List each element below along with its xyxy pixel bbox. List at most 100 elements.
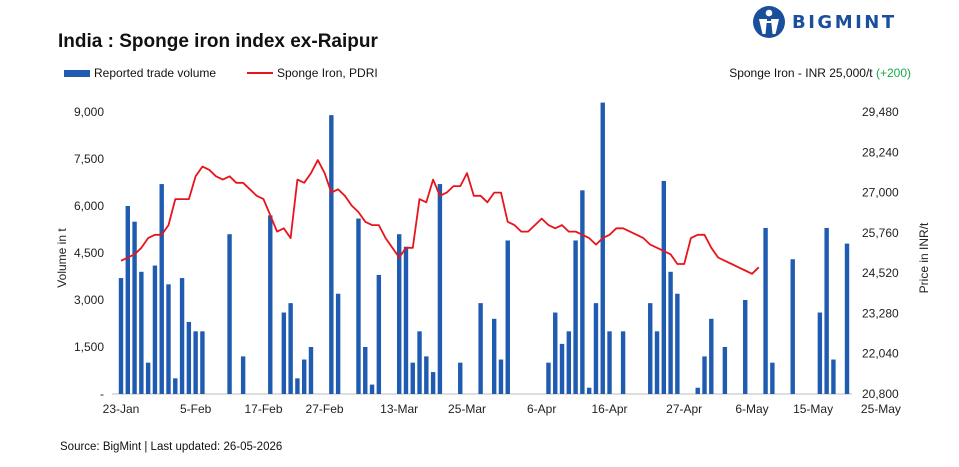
volume-bar [573,240,578,394]
volume-bar [179,278,185,394]
volume-bar [553,312,558,394]
x-tick-label: 6-May [735,402,768,416]
source-note: Source: BigMint | Last updated: 26-05-20… [60,441,283,453]
volume-bar [600,102,605,394]
y-left-axis-title: Volume in t [55,228,69,288]
volume-bar [329,115,334,394]
volume-bar [166,284,171,394]
volume-bar [430,372,436,394]
volume-bar [437,184,443,394]
x-tick-label: 6-Apr [527,402,556,416]
volume-bar [505,240,510,394]
x-tick-label: 13-Mar [380,402,418,416]
x-tick-label: 27-Apr [666,402,702,416]
x-tick-label: 17-Feb [244,402,282,416]
volume-bar [620,331,626,394]
volume-bar [159,184,164,394]
volume-bar [417,331,422,394]
y-left-tick-label: 4,500 [74,246,104,260]
volume-bar [546,362,551,394]
x-tick-label: 25-May [861,402,901,416]
y-right-axis-title: Price in INR/t [917,222,931,293]
volume-bar [491,318,497,394]
volume-bar [295,378,300,394]
volume-bar [790,259,795,394]
y-right-tick-label: 29,480 [862,105,899,119]
y-left-tick-label: 9,000 [74,105,104,119]
x-tick-label: 25-Mar [448,402,486,416]
volume-bar [145,362,151,394]
volume-bar [559,343,565,394]
volume-bar [132,221,137,394]
volume-bar [240,356,246,394]
volume-bar [648,303,653,394]
volume-bar [424,356,429,394]
y-left-tick-label: 7,500 [74,152,104,166]
volume-bar [586,387,592,394]
y-right-tick-label: 22,040 [862,347,899,361]
legend-item-volume: Reported trade volume [64,66,216,80]
legend-item-price: Sponge Iron, PDRI [247,66,378,80]
volume-bar [831,359,836,394]
volume-bar [722,347,728,394]
price-note-label: Sponge Iron - INR 25,000/t [729,66,873,80]
logo-text: BIGMINT [792,11,897,33]
y-right-tick-label: 27,000 [862,186,899,200]
volume-bar [478,303,483,394]
volume-bar [607,331,612,394]
x-tick-label: 23-Jan [103,402,140,416]
price-change: (+200) [875,66,911,80]
volume-bar [458,362,463,394]
y-right-tick-label: 28,240 [862,145,899,159]
volume-bar [743,300,748,394]
volume-bar [654,331,660,394]
volume-bar [363,347,368,394]
volume-bar [566,331,572,394]
volume-bar [403,246,409,394]
volume-bar [281,312,287,394]
volume-bar [498,359,504,394]
volume-bar [702,356,707,394]
legend-bar-swatch [64,69,90,77]
y-left-tick-label: 1,500 [74,340,104,354]
volume-bar [695,387,700,394]
volume-bar [152,265,158,394]
volume-bar [301,359,307,394]
volume-bar [844,243,850,394]
y-right-tick-label: 25,760 [862,226,899,240]
volume-bar [763,227,768,394]
y-right-tick-label: 23,280 [862,306,899,320]
volume-bar [675,293,680,394]
volume-bar [227,234,232,394]
x-tick-label: 15-May [793,402,833,416]
y-left-tick-label: 3,000 [74,293,104,307]
price-note: Sponge Iron - INR 25,000/t (+200) [729,66,911,80]
bigmint-logo-icon [753,6,785,38]
brand-logo: BIGMINT [752,4,897,40]
volume-bar [186,321,192,394]
legend-line-swatch [247,72,273,74]
volume-bar [173,378,178,394]
x-tick-label: 27-Feb [306,402,344,416]
volume-bar [396,234,402,394]
volume-bar [268,215,273,394]
volume-bar [118,278,124,394]
volume-bar [593,303,599,394]
volume-bar [824,227,829,394]
volume-bar [139,271,144,394]
volume-bar [335,293,341,394]
volume-bar [410,362,415,394]
volume-bar [356,218,361,394]
x-tick-label: 5-Feb [180,402,212,416]
volume-bar [125,206,130,394]
price-line [120,159,760,275]
volume-bar [709,318,714,394]
y-left-tick-label: - [100,387,104,401]
volume-bar [308,347,314,394]
legend-label-volume: Reported trade volume [94,66,217,80]
volume-bar [200,331,205,394]
volume-bar [369,384,375,394]
y-left-tick-label: 6,000 [74,199,104,213]
volume-bar [288,303,293,394]
